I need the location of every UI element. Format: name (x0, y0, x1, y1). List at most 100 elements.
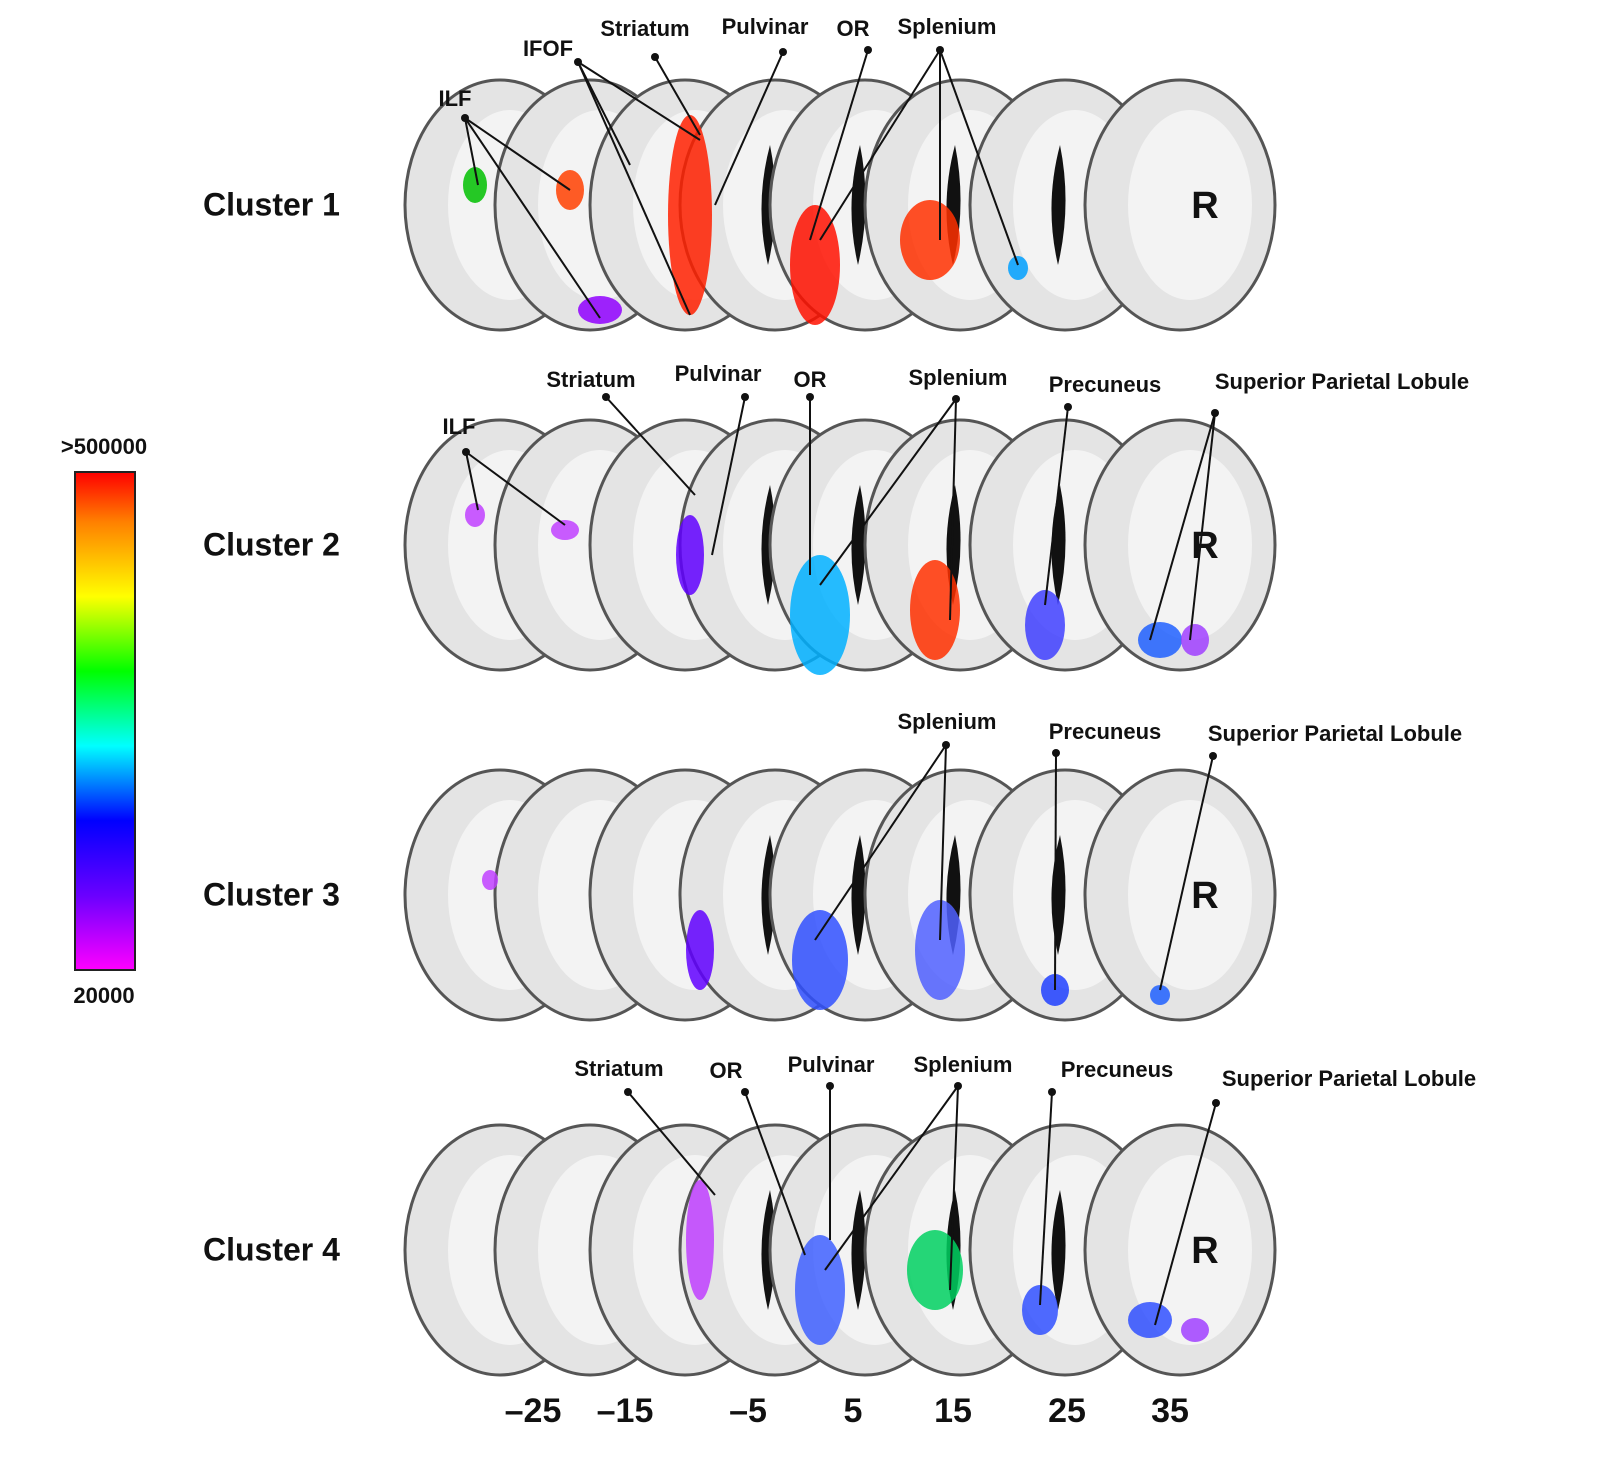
leader-line (819, 398, 957, 586)
leader-line (605, 396, 696, 496)
activation (1138, 622, 1182, 658)
leader-dot (651, 53, 659, 61)
slice-position: 35 (1151, 1392, 1189, 1430)
annotation: Superior Parietal Lobule (1208, 721, 1462, 746)
slice-position: –25 (505, 1392, 562, 1430)
leader-line (814, 744, 947, 941)
slice-position: 15 (934, 1392, 972, 1430)
leader-dot (574, 58, 582, 66)
leader-line (464, 117, 571, 191)
annotation: Splenium (908, 365, 1007, 390)
colorbar-max: >500000 (61, 434, 147, 459)
leader-line (465, 451, 566, 526)
slice-position: 5 (844, 1392, 863, 1430)
white-matter (1128, 450, 1252, 640)
leader-dot (779, 48, 787, 56)
activation (578, 296, 622, 324)
activation (790, 205, 840, 325)
leader-line (1054, 752, 1057, 991)
leader-line (1189, 412, 1216, 641)
activation (686, 910, 714, 990)
leader-dot (741, 393, 749, 401)
cluster-row: R Cluster 4 Striatum OR Pulvinar Splenium Prec… (203, 1052, 1476, 1377)
leader-line (465, 451, 479, 511)
annotation: Superior Parietal Lobule (1222, 1066, 1476, 1091)
side-label: R (1191, 1230, 1218, 1272)
cluster-label: Cluster 2 (203, 526, 340, 562)
annotation: Precuneus (1049, 372, 1162, 397)
activation (465, 503, 485, 527)
activation (482, 870, 498, 890)
leader-line (744, 1091, 806, 1256)
leader-dot (942, 741, 950, 749)
activation (900, 200, 960, 280)
leader-line (464, 117, 479, 186)
ventricle (1051, 145, 1066, 265)
leader-dot (462, 448, 470, 456)
cluster-label: Cluster 1 (203, 186, 340, 222)
leader-line (577, 61, 701, 141)
activation (551, 520, 579, 540)
leader-dot (1052, 749, 1060, 757)
activation (910, 560, 960, 660)
leader-dot (954, 1082, 962, 1090)
activation (1128, 1302, 1172, 1338)
leader-dot (1211, 409, 1219, 417)
slice-position: –5 (729, 1392, 767, 1430)
cluster-label: Cluster 4 (203, 1231, 340, 1267)
leader-line (949, 398, 957, 621)
leader-line (1154, 1102, 1217, 1326)
annotation: Striatum (600, 16, 689, 41)
leader-line (654, 56, 701, 136)
activation (1150, 985, 1170, 1005)
side-label: R (1191, 525, 1218, 567)
activation (1181, 624, 1209, 656)
colorbar (74, 471, 136, 971)
annotation: Splenium (897, 709, 996, 734)
leader-line (577, 61, 691, 316)
leader-dot (741, 1088, 749, 1096)
annotation: Splenium (913, 1052, 1012, 1077)
activation (676, 515, 704, 595)
activation (668, 115, 712, 315)
leader-dot (1212, 1099, 1220, 1107)
annotation: OR (837, 16, 870, 41)
leader-dot (806, 393, 814, 401)
activation (915, 900, 965, 1000)
annotation: Striatum (546, 367, 635, 392)
annotation: OR (710, 1058, 743, 1083)
annotation: Striatum (574, 1056, 663, 1081)
activation (686, 1180, 714, 1300)
activation (907, 1230, 963, 1310)
leader-dot (624, 1088, 632, 1096)
annotation: Pulvinar (675, 361, 762, 386)
leader-dot (826, 1082, 834, 1090)
annotation: Precuneus (1049, 719, 1162, 744)
rows: R Cluster 1 ILF IFOF Striatum Pulvinar OR Splen… (203, 14, 1476, 1377)
leader-dot (1209, 752, 1217, 760)
ventricle (851, 485, 866, 605)
activation (790, 555, 850, 675)
leader-dot (461, 114, 469, 122)
side-label: R (1191, 185, 1218, 227)
cluster-row: R Cluster 1 ILF IFOF Striatum Pulvinar OR Splen… (203, 14, 1277, 332)
colorbar-min: 20000 (73, 983, 134, 1008)
leader-line (824, 1085, 959, 1271)
leader-line (949, 1085, 959, 1291)
cluster-label: Cluster 3 (203, 876, 340, 912)
white-matter (1128, 800, 1252, 990)
annotation: ILF (443, 414, 476, 439)
white-matter (1128, 1155, 1252, 1345)
annotation: Pulvinar (788, 1052, 875, 1077)
slice-position: 25 (1048, 1392, 1086, 1430)
leader-line (711, 396, 746, 556)
activation (1181, 1318, 1209, 1342)
leader-dot (1064, 403, 1072, 411)
cluster-row: R Cluster 2 ILF Striatum Pulvinar OR Splenium P… (203, 361, 1469, 675)
activation (1022, 1285, 1058, 1335)
leader-line (819, 49, 941, 241)
activation (1025, 590, 1065, 660)
annotation: Superior Parietal Lobule (1215, 369, 1469, 394)
leader-line (1044, 406, 1069, 606)
ventricle (1051, 1190, 1066, 1310)
